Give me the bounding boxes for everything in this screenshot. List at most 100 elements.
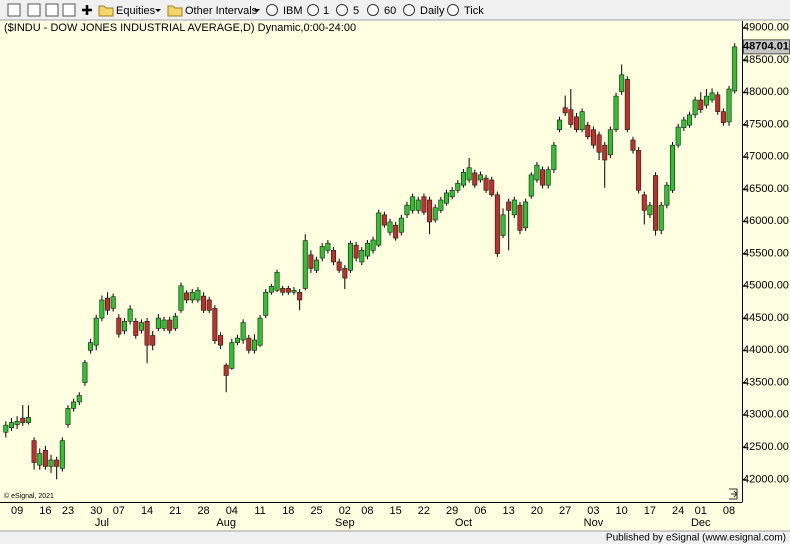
candle-body (325, 242, 331, 251)
interval-icon[interactable] (336, 4, 348, 16)
candle-body (116, 317, 122, 335)
folder-icon[interactable] (98, 5, 114, 17)
candle-body (489, 179, 495, 196)
candle-body (410, 196, 416, 211)
candle-body (545, 169, 551, 186)
candle-body (331, 250, 337, 263)
icon[interactable] (7, 3, 21, 17)
candle-body (82, 362, 88, 383)
candle-body (579, 111, 585, 130)
footer (0, 531, 790, 544)
candle-body (477, 174, 483, 181)
candle-body (715, 94, 721, 112)
toolbar-item[interactable]: Equities (116, 5, 156, 17)
candle-body (483, 177, 489, 191)
candle-body (121, 320, 127, 332)
y-tick-label: 46000.00 (743, 215, 789, 227)
month-label: Aug (216, 517, 236, 529)
candle-body (720, 111, 726, 123)
candle-body (517, 204, 523, 231)
toolbar-item[interactable]: Other Intervals (185, 5, 258, 17)
candle-body (14, 420, 20, 425)
candle-body (398, 217, 404, 233)
chart-background (0, 21, 790, 531)
toolbar-item[interactable]: 1 (323, 5, 329, 17)
interval-icon[interactable] (307, 4, 319, 16)
candle-body (472, 172, 478, 186)
candle-body (636, 150, 642, 191)
candle-body (523, 201, 529, 229)
candle-body (37, 453, 43, 466)
month-label: Jul (95, 517, 109, 529)
interval-icon[interactable] (367, 4, 379, 16)
y-tick-label: 42000.00 (743, 473, 789, 485)
candle-body (54, 459, 60, 467)
candle-body (624, 79, 630, 130)
toolbar-item[interactable]: 5 (353, 5, 359, 17)
interval-icon[interactable] (403, 4, 415, 16)
toolbar-item[interactable]: IBM (283, 5, 303, 17)
y-tick-label: 44000.00 (743, 344, 789, 356)
candle-body (59, 440, 65, 469)
candle-body (709, 92, 715, 101)
candle-body (251, 339, 257, 351)
dropdown-arrow[interactable] (254, 9, 260, 12)
candle-body (506, 201, 512, 211)
candle-body (703, 95, 709, 106)
x-tick-label: 29 (446, 505, 458, 517)
candle-body (573, 116, 579, 130)
candle-body (630, 139, 636, 151)
dropdown-arrow[interactable] (155, 9, 161, 12)
x-tick-label: 03 (587, 505, 599, 517)
candle-body (364, 242, 370, 257)
candle-body (8, 422, 14, 429)
candle-body (246, 337, 252, 351)
folder-icon[interactable] (167, 5, 183, 17)
candle-body (150, 335, 156, 346)
candle-body (65, 408, 71, 425)
candle-body (460, 171, 466, 186)
candle-body (427, 199, 433, 223)
x-tick-label: 01 (695, 505, 707, 517)
candle-body (613, 95, 619, 130)
candle-body (641, 194, 647, 211)
candle-body (607, 129, 613, 156)
scroll-icon[interactable] (729, 488, 738, 500)
x-tick-label: 11 (254, 505, 265, 517)
candle-body (444, 192, 450, 204)
x-tick-label: 02 (339, 505, 351, 517)
interval-icon[interactable] (266, 4, 278, 16)
toolbar (0, 0, 790, 20)
y-tick-label: 42500.00 (743, 441, 789, 453)
add-icon[interactable] (82, 5, 92, 15)
candle-body (540, 169, 546, 186)
toolbar-item[interactable]: Tick (464, 5, 484, 17)
month-label: Dec (691, 517, 711, 529)
candle-body (376, 212, 382, 246)
candle-body (110, 296, 116, 309)
chart-title: ($INDU - DOW JONES INDUSTRIAL AVERAGE,D)… (4, 22, 356, 34)
x-tick-label: 04 (226, 505, 238, 517)
x-tick-label: 25 (310, 505, 322, 517)
candle-body (195, 290, 201, 301)
candle-body (234, 337, 240, 343)
icon[interactable] (62, 3, 76, 17)
candle-body (127, 308, 133, 322)
candle-body (670, 144, 676, 191)
candle-body (449, 190, 455, 198)
toolbar-item[interactable]: 60 (384, 5, 396, 17)
x-tick-label: 08 (723, 505, 735, 517)
interval-icon[interactable] (447, 4, 459, 16)
candle-body (381, 214, 387, 226)
x-tick-label: 06 (474, 505, 486, 517)
candle-body (161, 319, 167, 329)
candle-body (353, 244, 359, 259)
x-tick-label: 21 (169, 505, 181, 517)
candle-body (568, 109, 574, 125)
icon[interactable] (45, 3, 59, 17)
icon[interactable] (27, 3, 41, 17)
candle-body (698, 99, 704, 110)
candle-body (653, 175, 659, 231)
candle-body (511, 199, 517, 216)
toolbar-item[interactable]: Daily (420, 5, 445, 17)
